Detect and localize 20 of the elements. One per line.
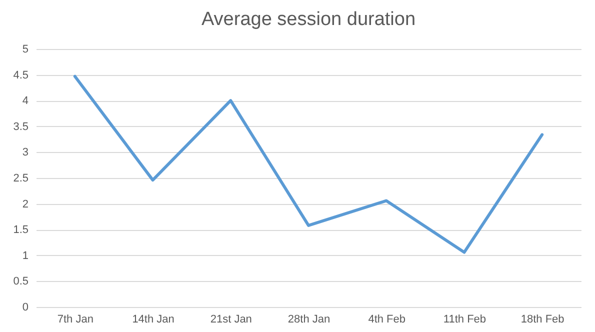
- x-tick-label: 21st Jan: [210, 314, 252, 326]
- line-series: [73, 74, 544, 254]
- y-tick-label: 0: [22, 302, 28, 314]
- y-tick-label: 3: [22, 146, 28, 159]
- x-tick-label: 7th Jan: [57, 314, 94, 326]
- x-tick-label: 11th Feb: [443, 314, 486, 326]
- y-tick-label: 2.5: [13, 172, 28, 184]
- x-tick-label: 18th Feb: [520, 314, 564, 326]
- y-tick-label: 1: [22, 250, 28, 262]
- y-tick-label: 3.5: [13, 120, 28, 133]
- x-tick-label: 14th Jan: [132, 314, 174, 326]
- y-tick-label: 0.5: [13, 276, 28, 288]
- x-tick-label: 28th Jan: [288, 314, 330, 326]
- x-tick-label: 4th Feb: [368, 314, 406, 326]
- y-tick-label: 4: [22, 95, 28, 108]
- y-tick-label: 5: [22, 44, 28, 56]
- y-tick-label: 2: [22, 198, 28, 210]
- y-tick-label: 4.5: [13, 69, 28, 82]
- y-tick-label: 1.5: [13, 224, 28, 236]
- chart-title: Average session duration: [201, 9, 416, 30]
